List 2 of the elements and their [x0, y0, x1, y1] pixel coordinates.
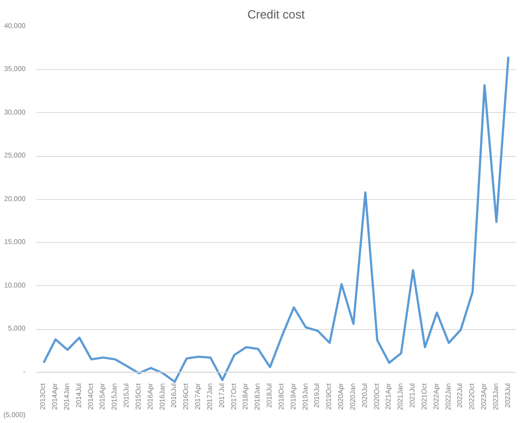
chart-title: Credit cost	[247, 8, 306, 22]
line-series	[42, 56, 510, 383]
